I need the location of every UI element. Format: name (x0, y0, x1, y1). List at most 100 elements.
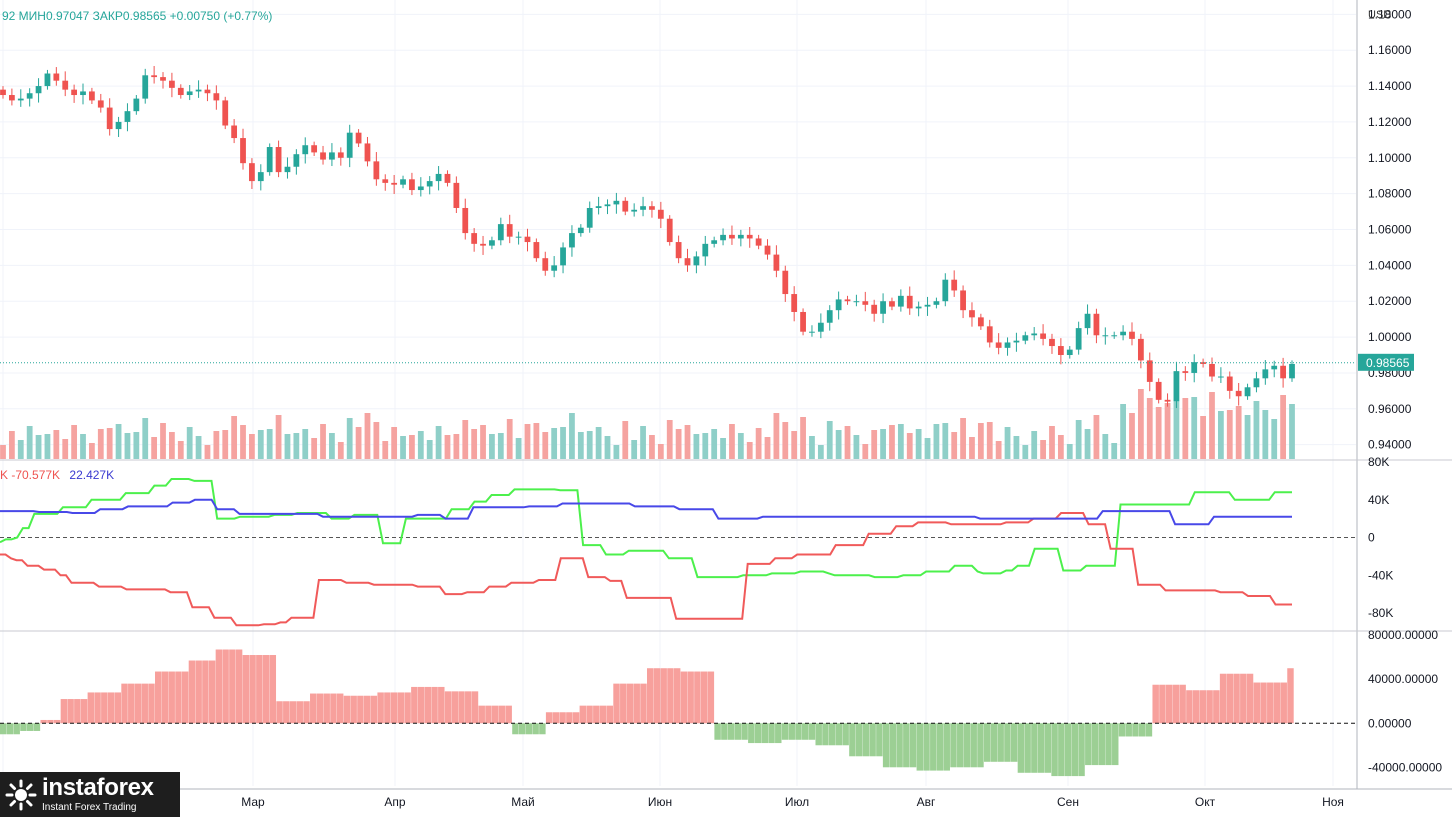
volume-bar (1066, 444, 1073, 459)
histogram-bar (87, 692, 95, 724)
histogram-bar (114, 692, 122, 724)
volume-bar (569, 413, 575, 459)
volume-bar (106, 428, 113, 459)
histogram-bar (721, 723, 728, 740)
volume-bar (133, 432, 140, 459)
volume-bar (186, 427, 193, 459)
candle-body (80, 91, 86, 96)
candle-body (577, 227, 584, 234)
volume-bar (782, 422, 789, 459)
volume-bar (897, 424, 904, 459)
candle-body (542, 258, 549, 271)
histogram-bar (1213, 690, 1220, 724)
histogram-bar (1091, 723, 1099, 766)
candle-body (89, 91, 95, 101)
price-tick-label: 1.04000 (1368, 258, 1412, 272)
candle-body (444, 173, 451, 183)
candle-body (1075, 328, 1082, 350)
price-tick-label: 1.14000 (1368, 79, 1412, 93)
volume-bar (400, 436, 406, 459)
histogram-bar (249, 655, 256, 724)
time-tick-label: Окт (1195, 795, 1216, 809)
price-tick-label: 1.10000 (1368, 151, 1412, 165)
volume-bar (80, 434, 86, 459)
candle-body (1084, 313, 1091, 329)
histogram-bar (896, 723, 903, 768)
candle-body (435, 173, 442, 182)
candle-body (497, 224, 504, 241)
histogram-bar (1179, 684, 1186, 724)
volume-bar (97, 429, 104, 459)
histogram-bar (613, 683, 620, 724)
candle-body (275, 147, 282, 173)
candle-body (737, 234, 744, 239)
histogram-bar (175, 671, 182, 724)
volume-bar (755, 428, 762, 459)
histogram-bar (1267, 682, 1274, 724)
histogram-bar (424, 686, 432, 724)
volume-bar (951, 432, 958, 459)
histogram-bar (451, 691, 458, 724)
volume-bar (71, 425, 78, 459)
histogram-bar (444, 691, 452, 724)
candle-body (711, 240, 718, 244)
candle-body (337, 152, 344, 158)
histogram-bar (950, 723, 957, 768)
candle-body (266, 147, 273, 173)
volume-bar (302, 429, 309, 459)
candle-body (329, 152, 335, 160)
volume-bar (613, 445, 620, 459)
indicator-tick-label: 80K (1368, 455, 1389, 469)
volume-bar (1120, 404, 1126, 459)
candle-body (702, 243, 709, 257)
candle-body (764, 245, 771, 255)
volume-bar (720, 438, 726, 459)
candle-body (1182, 371, 1189, 373)
candle-body (809, 331, 815, 333)
histogram-bar (694, 671, 701, 724)
histogram-bar (1199, 690, 1207, 724)
histogram-bar (33, 723, 41, 731)
histogram-bar (377, 692, 384, 724)
volume-bar (142, 418, 149, 459)
candle-body (684, 258, 691, 266)
candle-body (613, 200, 620, 205)
candle-body (471, 233, 478, 244)
volume-bar (1271, 419, 1278, 459)
histogram-bar (579, 705, 587, 724)
histogram-bar (296, 701, 303, 724)
candle-body (995, 342, 1002, 348)
candle-body (257, 172, 264, 182)
indicator-line-blue (0, 498, 1292, 526)
volume-bar (915, 429, 922, 459)
histogram-bar (775, 723, 782, 744)
candle-body (0, 89, 6, 96)
volume-bar (1280, 395, 1286, 459)
histogram-bar (566, 712, 573, 724)
time-tick-label: Июл (785, 795, 809, 809)
volume-bar (1111, 443, 1118, 459)
volume-bar (17, 440, 24, 459)
indicator-lines (0, 478, 1356, 627)
volume-bar (364, 413, 371, 459)
histogram-bar (1004, 723, 1011, 762)
candle-body (1111, 335, 1118, 337)
histogram-bar (822, 723, 829, 746)
candle-body (177, 87, 184, 96)
histogram-bar (727, 723, 735, 740)
indicator-tick-label: -40K (1368, 568, 1393, 582)
histogram-bar (47, 719, 54, 724)
histogram-bar (310, 693, 317, 724)
price-tick-label: 1.06000 (1368, 223, 1412, 237)
candle-body (977, 317, 984, 327)
histogram-bar (498, 705, 506, 724)
histogram-bar (13, 723, 20, 735)
histogram-bar (916, 723, 924, 771)
histogram-bar (1051, 723, 1058, 777)
volume-bar (977, 423, 984, 459)
histogram-bar (363, 695, 371, 724)
histogram-bar (1058, 723, 1065, 777)
candle-body (524, 236, 531, 243)
volume-bar (595, 427, 602, 459)
